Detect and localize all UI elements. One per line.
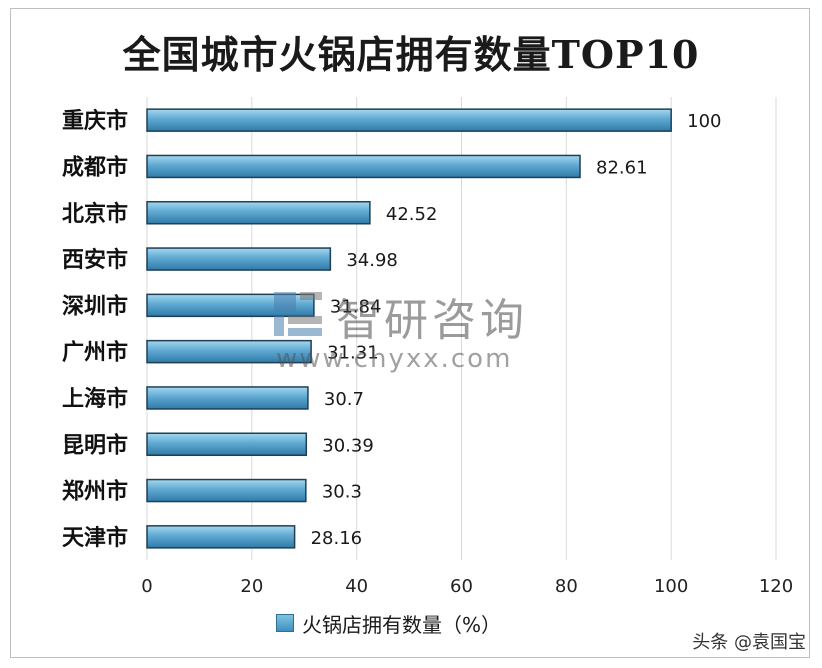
bar [146,154,581,179]
value-label: 30.3 [322,482,362,503]
x-tick-label: 60 [450,576,473,597]
value-label: 100 [687,111,721,132]
category-label: 深圳市 [62,293,128,319]
category-label: 天津市 [62,525,128,551]
x-tick-label: 0 [141,576,152,597]
bar [146,386,309,410]
category-label: 重庆市 [62,108,128,134]
x-tick-label: 120 [759,576,793,597]
value-label: 31.84 [330,296,382,317]
category-label: 上海市 [62,386,128,412]
x-tick-label: 80 [555,576,578,597]
bar [146,201,371,225]
value-label: 82.61 [596,157,648,178]
category-label: 昆明市 [62,432,128,458]
bar [146,478,307,503]
bar [146,432,308,456]
source-credit: 头条 @袁国宝 [692,632,806,653]
value-label: 34.98 [346,250,398,271]
legend-swatch [276,614,294,632]
x-tick-label: 20 [240,576,263,597]
bar [146,108,672,132]
category-label: 西安市 [62,247,128,273]
x-tick-label: 100 [654,576,688,597]
bar [146,247,332,271]
legend-label: 火锅店拥有数量（%） [302,612,502,637]
bar [146,293,315,318]
value-label: 42.52 [386,204,438,225]
category-label: 成都市 [62,154,128,180]
category-label: 北京市 [62,201,128,227]
chart-title: 全国城市火锅店拥有数量TOP10 [122,32,700,77]
value-label: 30.7 [324,389,364,410]
x-tick-label: 40 [345,576,368,597]
category-label: 广州市 [62,340,128,366]
bar [146,339,312,364]
value-label: 30.39 [322,435,374,456]
value-label: 31.31 [327,343,379,364]
value-label: 28.16 [311,528,363,549]
chart-legend: 火锅店拥有数量（%） [276,608,501,638]
bar [146,525,296,549]
category-label: 郑州市 [62,479,128,505]
